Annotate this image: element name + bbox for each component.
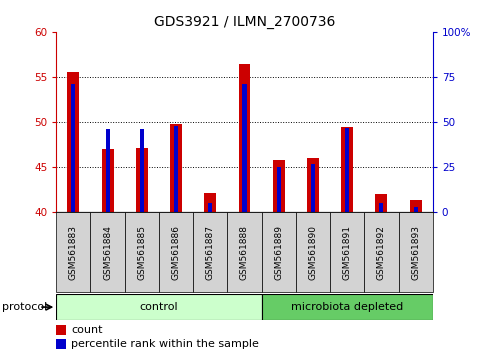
Text: GSM561887: GSM561887 — [205, 225, 214, 280]
Text: GSM561890: GSM561890 — [308, 225, 317, 280]
Text: GSM561892: GSM561892 — [376, 225, 385, 280]
Bar — [193, 212, 227, 292]
Title: GDS3921 / ILMN_2700736: GDS3921 / ILMN_2700736 — [154, 16, 334, 29]
Text: GSM561889: GSM561889 — [274, 225, 283, 280]
Bar — [56, 325, 65, 335]
Bar — [204, 193, 216, 212]
Text: microbiota depleted: microbiota depleted — [290, 302, 403, 312]
Bar — [71, 84, 75, 212]
Bar — [295, 212, 329, 292]
Bar — [413, 207, 417, 212]
Text: GSM561888: GSM561888 — [240, 225, 248, 280]
Bar — [341, 127, 352, 212]
Bar — [56, 294, 261, 320]
Bar — [398, 212, 432, 292]
Bar — [227, 212, 261, 292]
Bar — [276, 167, 280, 212]
Bar — [140, 129, 143, 212]
Text: GSM561883: GSM561883 — [69, 225, 78, 280]
Bar — [272, 160, 284, 212]
Bar — [170, 124, 182, 212]
Text: percentile rank within the sample: percentile rank within the sample — [71, 339, 259, 349]
Text: protocol: protocol — [2, 302, 48, 312]
Bar — [136, 148, 147, 212]
Bar — [159, 212, 193, 292]
Bar — [90, 212, 124, 292]
Bar — [124, 212, 159, 292]
Text: GSM561891: GSM561891 — [342, 225, 351, 280]
Bar — [409, 200, 421, 212]
Text: count: count — [71, 325, 102, 335]
Text: GSM561886: GSM561886 — [171, 225, 180, 280]
Text: GSM561885: GSM561885 — [137, 225, 146, 280]
Bar — [310, 164, 314, 212]
Text: control: control — [140, 302, 178, 312]
Bar — [105, 129, 109, 212]
Bar — [379, 203, 383, 212]
Bar — [261, 294, 432, 320]
Bar — [238, 64, 250, 212]
Bar — [242, 84, 246, 212]
Bar — [375, 194, 386, 212]
Bar — [364, 212, 398, 292]
Bar — [67, 72, 79, 212]
Bar — [102, 149, 113, 212]
Bar — [261, 212, 295, 292]
Bar — [56, 339, 65, 349]
Bar — [329, 212, 364, 292]
Bar — [56, 212, 90, 292]
Bar — [208, 203, 212, 212]
Bar — [345, 127, 348, 212]
Bar — [306, 158, 318, 212]
Bar — [174, 126, 178, 212]
Text: GSM561893: GSM561893 — [410, 225, 419, 280]
Text: GSM561884: GSM561884 — [103, 225, 112, 280]
